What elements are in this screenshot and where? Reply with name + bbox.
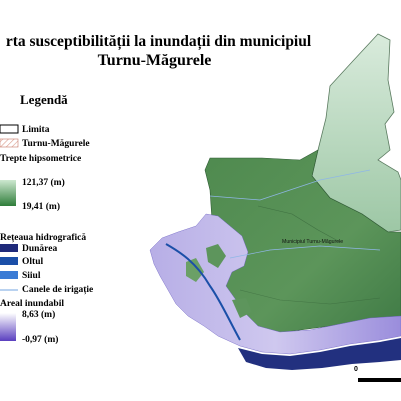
green-island-2 bbox=[186, 258, 204, 282]
place-label-turnu-magurele: Municipiul Turnu-Măgurele bbox=[282, 239, 344, 245]
legend-elevation-min: 19,41 (m) bbox=[22, 202, 60, 212]
legend-siiul-swatch bbox=[0, 271, 18, 279]
legend-flood-min: -0,97 (m) bbox=[22, 335, 59, 345]
legend-flood-title: Areal inundabil bbox=[0, 299, 64, 309]
green-island-1 bbox=[206, 244, 226, 268]
legend-hypsometric-title: Trepte hipsometrice bbox=[0, 154, 82, 164]
legend-oltul-label: Oltul bbox=[22, 257, 44, 267]
legend-flood-max: 8,63 (m) bbox=[22, 310, 56, 320]
scale-zero-label: 0 bbox=[354, 366, 358, 373]
map-title-line1: rta susceptibilității la inundații din m… bbox=[5, 33, 312, 50]
legend-siiul-label: Siiul bbox=[22, 271, 41, 281]
scale-bar bbox=[358, 378, 401, 382]
legend-hydro-title: Rețeaua hidrografică bbox=[0, 233, 87, 243]
legend-flood-gradient bbox=[0, 313, 16, 341]
legend-hypsometric-gradient bbox=[0, 180, 16, 206]
irrigation-canal-2 bbox=[229, 245, 381, 259]
legend-oltul-swatch bbox=[0, 257, 18, 265]
legend-town-label: Turnu-Măgurele bbox=[22, 139, 90, 149]
legend-elevation-max: 121,37 (m) bbox=[22, 178, 65, 188]
irrigation-canal-1 bbox=[209, 169, 371, 201]
legend-town-swatch bbox=[0, 138, 19, 148]
legend-canal-label: Canele de irigație bbox=[22, 285, 94, 295]
relief-ridge bbox=[257, 205, 341, 243]
legend-title: Legendă bbox=[20, 92, 68, 107]
legend-limit-label: Limita bbox=[22, 125, 50, 135]
river-danube bbox=[238, 338, 401, 370]
legend-dunarea-swatch bbox=[0, 244, 18, 252]
green-island-3 bbox=[232, 298, 252, 318]
legend-dunarea-label: Dunărea bbox=[22, 244, 58, 254]
map-title-line2: Turnu-Măgurele bbox=[97, 52, 212, 69]
legend-limit-swatch bbox=[0, 124, 19, 134]
river-oltul bbox=[165, 243, 241, 341]
relief-ridge-2 bbox=[239, 289, 381, 305]
